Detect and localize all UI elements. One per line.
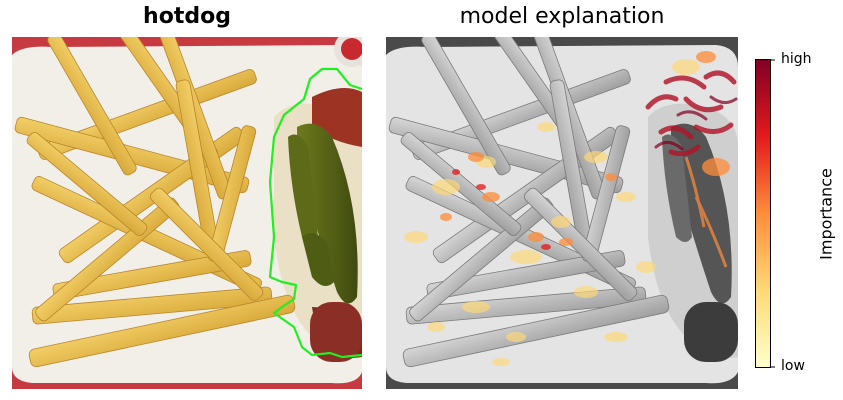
segment-outline: [268, 67, 362, 359]
fries: [14, 37, 296, 368]
colorbar: [755, 59, 775, 368]
hotdog-photo: [12, 37, 362, 389]
colorbar-low-label: low: [781, 358, 805, 374]
importance-heatmap: [404, 51, 738, 366]
title-model-explanation: model explanation: [459, 4, 665, 29]
explanation-heatmap-image: [386, 37, 738, 389]
colorbar-title: Importance: [816, 168, 836, 260]
pickle: [297, 123, 358, 304]
colorbar-high-label: high: [781, 51, 812, 67]
colorbar-gradient: [755, 59, 771, 368]
title-hotdog: hotdog: [143, 4, 231, 29]
